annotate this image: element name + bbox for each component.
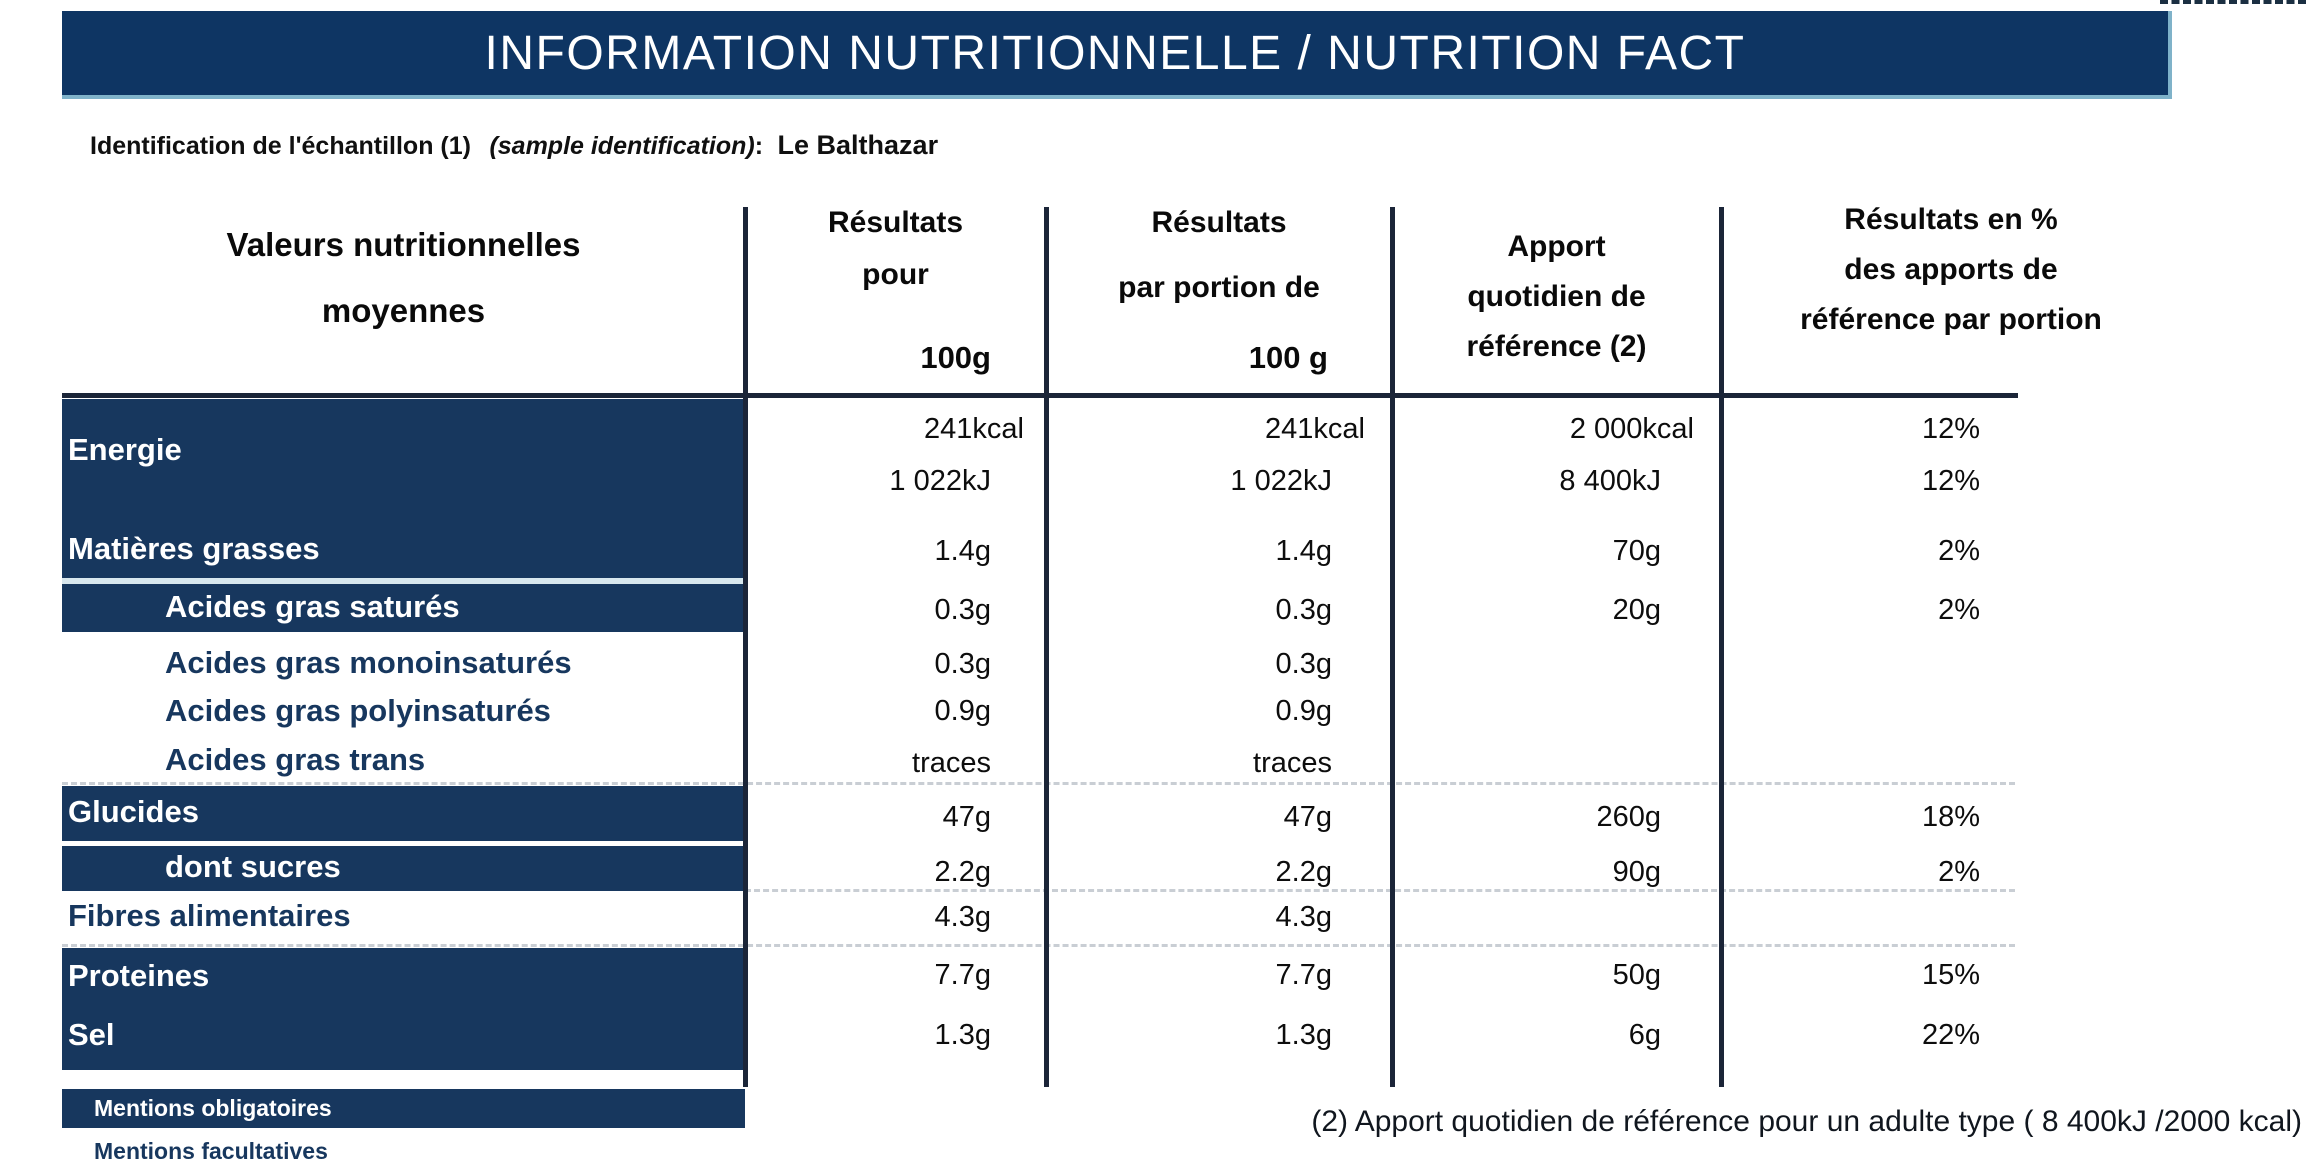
header-portion-line1: Résultats	[1151, 206, 1287, 239]
header-percent-line3: référence par portion	[1800, 303, 2102, 336]
cell-trans-per100: traces	[912, 747, 991, 779]
header-percent-line2: des apports de	[1844, 253, 2058, 286]
cell-polyinsatures-per100: 0.9g	[934, 695, 991, 727]
row-label-proteines: Proteines	[68, 958, 210, 993]
row-label-energie: Energie	[68, 432, 182, 467]
row-label-acides-monoinsatures: Acides gras monoinsaturés	[165, 645, 572, 680]
cell-sel-per100: 1.3g	[934, 1019, 991, 1051]
header-percent-column: Résultats en % des apports de référence …	[1721, 195, 2181, 345]
cell-sel-portion: 1.3g	[1275, 1019, 1332, 1051]
cell-energie-kj-per100: 1 022kJ	[889, 465, 991, 497]
header-underline	[62, 393, 2018, 398]
cell-glucides-portion: 47g	[1283, 801, 1332, 833]
row-band-glucides	[62, 786, 745, 841]
row-band-satures	[62, 584, 745, 632]
cell-satures-per100: 0.3g	[934, 594, 991, 626]
row-label-glucides: Glucides	[68, 794, 199, 829]
cell-matieres-percent: 2%	[1938, 535, 1980, 567]
identification-colon: :	[754, 132, 764, 160]
column-divider-2	[1044, 207, 1049, 1087]
cell-energie-kj-portion: 1 022kJ	[1230, 465, 1332, 497]
cell-sucres-portion: 2.2g	[1275, 856, 1332, 888]
identification-label: Identification de l'échantillon (1)	[90, 132, 471, 160]
cell-proteines-percent: 15%	[1921, 959, 1980, 991]
cell-proteines-portion: 7.7g	[1275, 959, 1332, 991]
spacer	[1050, 245, 1388, 265]
header-percent-line1: Résultats en %	[1844, 203, 2058, 236]
header-per100-unit: 100g	[920, 340, 991, 375]
cell-sucres-percent: 2%	[1938, 856, 1980, 888]
row-band-energie-matieres	[62, 399, 745, 578]
cell-satures-percent: 2%	[1938, 594, 1980, 626]
cell-satures-portion: 0.3g	[1275, 594, 1332, 626]
column-divider-4	[1719, 207, 1724, 1087]
column-divider-3	[1390, 207, 1395, 1087]
identification-sample-label: (sample identification)	[489, 132, 755, 160]
page-title: INFORMATION NUTRITIONNELLE / NUTRITION F…	[484, 26, 1746, 80]
header-reference-column: Apport quotidien de référence (2)	[1396, 222, 1717, 372]
header-per100-line2: pour	[862, 258, 929, 291]
row-label-dont-sucres: dont sucres	[165, 849, 341, 884]
row-band-dont-sucres	[62, 846, 745, 891]
cell-energie-kcal-percent: 12%	[1921, 413, 1980, 445]
cell-matieres-portion: 1.4g	[1275, 535, 1332, 567]
row-divider-dashed-3	[62, 944, 2015, 947]
row-divider-dashed-1	[62, 782, 2015, 785]
header-portion-unit: 100 g	[1248, 340, 1328, 375]
header-per100-column: Résultats pour	[749, 200, 1042, 297]
cell-energie-kcal-reference: 2 000kcal	[1569, 413, 1694, 445]
top-edge-dashed-artifact	[2160, 0, 2306, 4]
row-label-acides-satures: Acides gras saturés	[165, 589, 460, 624]
mentions-facultatives-label: Mentions facultatives	[94, 1138, 328, 1164]
cell-glucides-per100: 47g	[942, 801, 991, 833]
row-band-proteines-sel	[62, 948, 745, 1070]
row-label-matieres-grasses: Matières grasses	[68, 531, 320, 566]
row-label-acides-polyinsatures: Acides gras polyinsaturés	[165, 693, 551, 728]
cell-trans-portion: traces	[1253, 747, 1332, 779]
cell-proteines-reference: 50g	[1612, 959, 1661, 991]
row-divider-dashed-2	[745, 889, 2015, 892]
cell-monoinsatures-per100: 0.3g	[934, 648, 991, 680]
cell-energie-kcal-portion: 241kcal	[1265, 413, 1365, 445]
cell-matieres-reference: 70g	[1612, 535, 1661, 567]
cell-energie-kj-percent: 12%	[1921, 465, 1980, 497]
cell-sucres-per100: 2.2g	[934, 856, 991, 888]
cell-fibres-per100: 4.3g	[934, 901, 991, 933]
identification-value: Le Balthazar	[777, 130, 939, 160]
cell-polyinsatures-portion: 0.9g	[1275, 695, 1332, 727]
header-values-line2: moyennes	[321, 292, 486, 329]
cell-glucides-reference: 260g	[1596, 801, 1661, 833]
cell-satures-reference: 20g	[1612, 594, 1661, 626]
cell-matieres-per100: 1.4g	[934, 535, 991, 567]
header-values-column: Valeurs nutritionnelles moyennes	[62, 212, 745, 344]
header-portion-column: Résultats par portion de	[1050, 200, 1388, 310]
header-reference-line3: référence (2)	[1466, 330, 1647, 363]
cell-monoinsatures-portion: 0.3g	[1275, 648, 1332, 680]
row-label-fibres: Fibres alimentaires	[68, 898, 351, 933]
cell-sel-percent: 22%	[1921, 1019, 1980, 1051]
row-band-mentions-obligatoires	[62, 1089, 745, 1128]
cell-energie-kcal-per100: 241kcal	[924, 413, 1024, 445]
cell-sel-reference: 6g	[1628, 1019, 1661, 1051]
mentions-obligatoires-label: Mentions obligatoires	[94, 1095, 332, 1121]
cell-fibres-portion: 4.3g	[1275, 901, 1332, 933]
cell-energie-kj-reference: 8 400kJ	[1559, 465, 1661, 497]
header-per100-line1: Résultats	[827, 206, 964, 239]
spacer	[749, 245, 1042, 252]
row-label-acides-trans: Acides gras trans	[165, 742, 426, 777]
cell-sucres-reference: 90g	[1612, 856, 1661, 888]
cell-glucides-percent: 18%	[1921, 801, 1980, 833]
column-divider-1	[743, 207, 748, 1087]
cell-proteines-per100: 7.7g	[934, 959, 991, 991]
header-portion-line2: par portion de	[1118, 271, 1320, 304]
header-values-line1: Valeurs nutritionnelles	[226, 226, 581, 263]
header-reference-line1: Apport	[1507, 230, 1606, 263]
sample-identification-line: Identification de l'échantillon (1) (sam…	[90, 124, 938, 166]
title-bar: INFORMATION NUTRITIONNELLE / NUTRITION F…	[62, 11, 2172, 99]
band-separator	[62, 578, 745, 584]
row-label-sel: Sel	[68, 1017, 115, 1052]
reference-footnote: (2) Apport quotidien de référence pour u…	[1311, 1105, 2302, 1138]
header-reference-line2: quotidien de	[1467, 280, 1646, 313]
